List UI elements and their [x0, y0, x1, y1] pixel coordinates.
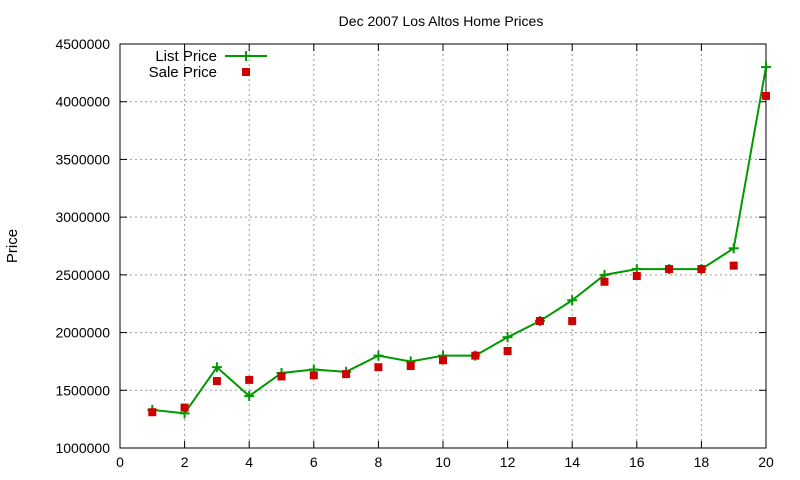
x-tick-label: 16: [629, 454, 645, 470]
y-tick-label: 3500000: [55, 151, 110, 167]
legend-marker: [242, 68, 250, 76]
sale-price-point: [406, 362, 415, 371]
list-price-point: [211, 362, 222, 373]
list-price-point: [761, 62, 771, 73]
y-tick-label: 1500000: [55, 382, 110, 398]
x-tick-label: 12: [500, 454, 516, 470]
list-price-point: [244, 391, 255, 402]
legend-label: List Price: [155, 48, 217, 65]
x-tick-label: 8: [375, 454, 383, 470]
sale-price-point: [600, 277, 609, 286]
x-tick-label: 14: [564, 454, 580, 470]
axis-ticks: 0 2 4 6 8 10 12 14 16 18 20 1000000 1500000 2000000 25…: [55, 36, 774, 470]
y-axis-label: Price: [4, 229, 21, 263]
series-sale-price: [148, 91, 770, 417]
legend-marker: [241, 51, 251, 61]
sale-price-point: [729, 261, 738, 270]
y-tick-label: 2500000: [55, 267, 110, 283]
sale-price-point: [212, 377, 221, 386]
sale-price-point: [535, 317, 544, 326]
sale-price-point: [665, 265, 674, 274]
sale-price-point: [309, 371, 318, 380]
sale-price-point: [439, 356, 447, 365]
sale-price-point: [180, 403, 189, 412]
x-tick-label: 10: [435, 454, 451, 470]
list-price-point: [567, 295, 578, 306]
y-tick-label: 4000000: [55, 94, 110, 110]
x-tick-label: 6: [310, 454, 318, 470]
sale-price-point: [342, 370, 351, 379]
list-price-point: [502, 332, 513, 343]
sale-price-point: [277, 372, 286, 381]
x-tick-label: 0: [116, 454, 124, 470]
sale-price-point: [374, 363, 383, 372]
sale-price-point: [632, 272, 641, 281]
x-tick-label: 2: [181, 454, 189, 470]
y-tick-label: 1000000: [55, 440, 110, 456]
legend-label: Sale Price: [149, 64, 217, 81]
x-tick-label: 20: [758, 454, 774, 470]
y-tick-label: 3000000: [55, 209, 110, 225]
y-tick-label: 2000000: [55, 325, 110, 341]
sale-price-point: [471, 351, 480, 360]
sale-price-point: [245, 375, 254, 384]
sale-price-point: [148, 408, 157, 417]
sale-price-point: [568, 317, 577, 326]
y-tick-label: 4500000: [55, 36, 110, 52]
chart-title: Dec 2007 Los Altos Home Prices: [339, 13, 544, 29]
series-layer: [147, 62, 771, 419]
legend-item-sale-price: Sale Price: [149, 64, 250, 81]
x-tick-label: 4: [245, 454, 253, 470]
sale-price-point: [762, 91, 770, 100]
x-tick-label: 18: [694, 454, 710, 470]
list-price-point: [728, 243, 739, 254]
legend-item-list-price: List Price: [155, 48, 267, 65]
sale-price-point: [697, 265, 706, 274]
list-price-line: [152, 66, 767, 415]
list-price-point: [373, 350, 384, 361]
sale-price-point: [503, 347, 512, 356]
